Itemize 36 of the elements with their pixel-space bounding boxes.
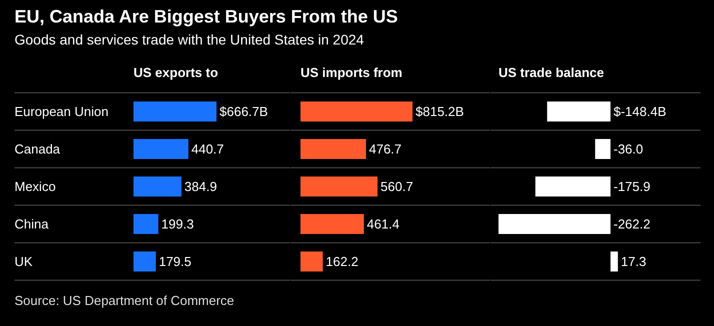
data-label: 476.7 [368, 142, 402, 156]
data-label: -175.9 [614, 179, 650, 194]
data-label: $666.7B [220, 104, 268, 119]
text: EU, Canada Are Biggest Buyers From the US [14, 6, 398, 26]
y-tick-label: Mexico [14, 179, 56, 194]
data-label: $-148.4B [614, 104, 666, 119]
bar [300, 102, 412, 122]
bar [134, 214, 158, 234]
data-label: 461.4 [366, 216, 400, 232]
bar [300, 252, 323, 272]
y-tick-label: European Union [14, 104, 108, 119]
bar [134, 102, 216, 122]
y-tick-label: Canada [14, 142, 61, 156]
data-label: 179.5 [158, 254, 192, 269]
data-label: 162.2 [326, 254, 358, 269]
bar [134, 252, 156, 272]
data-label: 17.3 [620, 254, 646, 269]
source-note: Source: US Department of Commerce [14, 293, 234, 308]
bar [134, 176, 182, 196]
y-tick-label: China [14, 216, 50, 232]
bar [300, 139, 366, 159]
data-label: 199.3 [161, 216, 194, 232]
text: Goods and services trade with the United States in 2024 [14, 32, 364, 48]
bar [134, 139, 188, 159]
bar [300, 176, 378, 196]
chart-title: US trade balance [498, 65, 604, 80]
data-label: 440.7 [191, 142, 224, 156]
chart-title: US exports to [134, 65, 218, 80]
data-label: -262.2 [614, 216, 650, 232]
bar [300, 214, 364, 234]
chart-title: US imports from [300, 65, 402, 80]
data-label: -36.0 [614, 142, 644, 156]
data-label: $815.2B [416, 104, 464, 119]
y-tick-label: UK [14, 254, 33, 269]
data-label: 560.7 [380, 179, 414, 194]
data-label: 384.9 [184, 179, 217, 194]
